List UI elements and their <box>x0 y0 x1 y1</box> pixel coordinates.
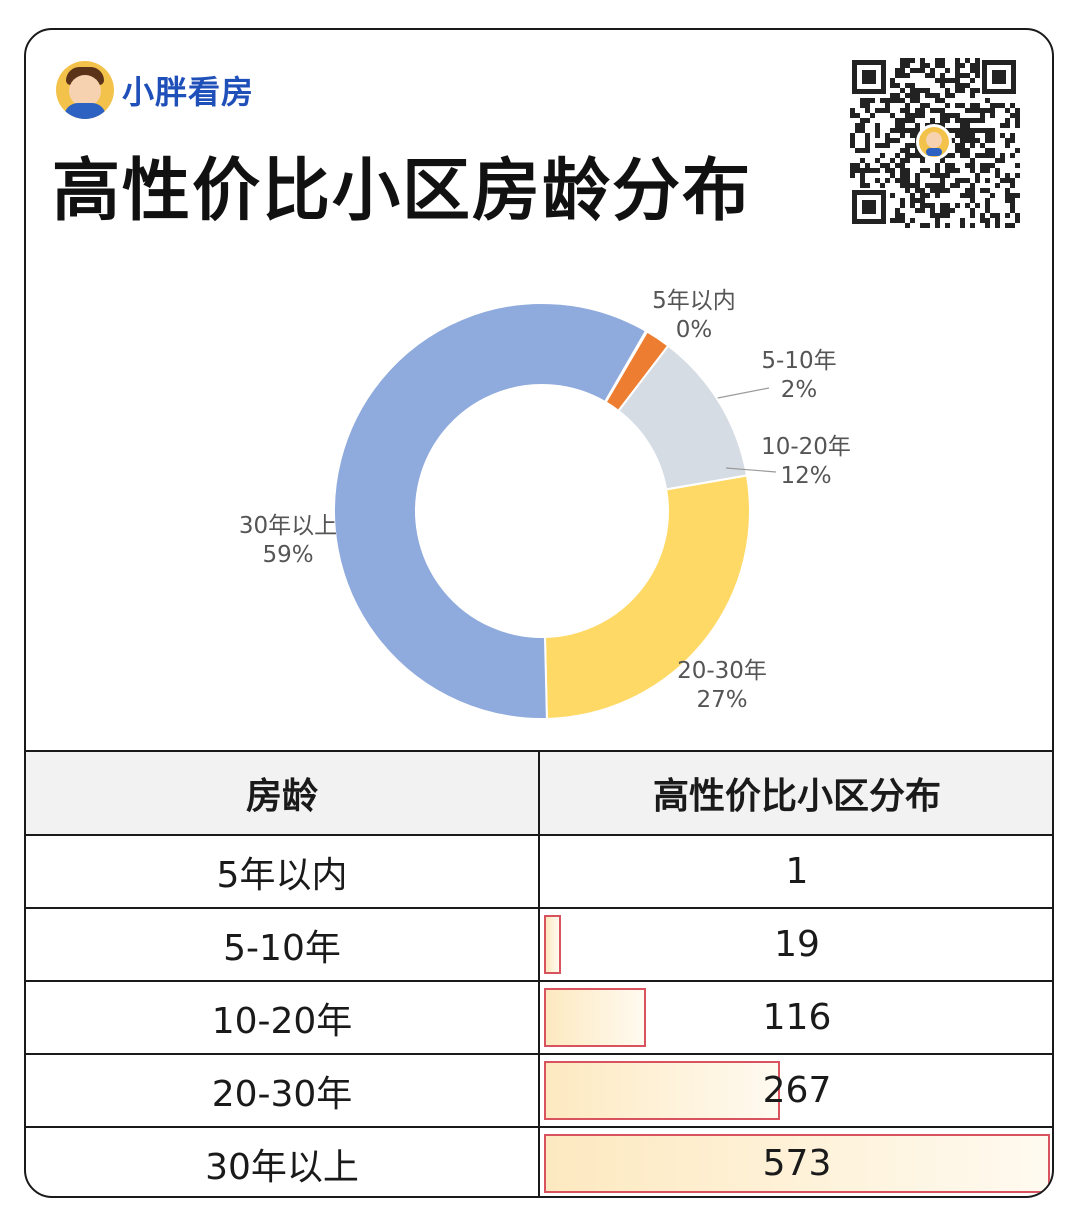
table-row: 30年以上 573 <box>26 1126 1052 1196</box>
table-row: 5-10年 19 <box>26 907 1052 980</box>
row-value: 116 <box>762 997 832 1038</box>
row-label: 10-20年 <box>26 982 540 1053</box>
row-label: 5-10年 <box>26 909 540 980</box>
data-bar <box>544 1061 780 1120</box>
row-value: 1 <box>785 851 809 892</box>
donut-slice <box>333 302 648 720</box>
row-value-cell: 267 <box>540 1055 1052 1126</box>
table-row: 20-30年 267 <box>26 1053 1052 1126</box>
donut-slice <box>543 474 752 720</box>
brand: 小胖看房 <box>56 60 254 120</box>
slice-percent-label: 0% <box>676 317 713 343</box>
slice-category-label: 5年以内 <box>652 288 736 314</box>
table-header-row: 房龄 高性价比小区分布 <box>26 750 1052 834</box>
data-bar <box>544 915 561 974</box>
row-value: 573 <box>762 1143 832 1184</box>
slice-percent-label: 59% <box>262 542 313 568</box>
slice-category-label: 30年以上 <box>239 513 337 539</box>
header-age: 房龄 <box>26 752 540 834</box>
row-value: 267 <box>762 1070 832 1111</box>
header-distribution: 高性价比小区分布 <box>652 776 941 817</box>
data-table: 房龄 高性价比小区分布 5年以内 1 5-10年 19 10-20年 116 20-30年 2… <box>26 750 1052 1196</box>
row-value-cell: 1 <box>540 836 1052 907</box>
row-value-cell: 573 <box>540 1128 1052 1196</box>
infographic-card: 小胖看房 高性价比小区房龄分布 5年以内 0% 5-10年 2% 10-20年 12% 20… <box>24 28 1054 1198</box>
row-label: 30年以上 <box>26 1128 540 1196</box>
qr-code-icon <box>848 56 1020 228</box>
row-value: 19 <box>774 924 820 965</box>
slice-category-label: 20-30年 <box>677 658 767 684</box>
slice-category-label: 10-20年 <box>761 434 851 460</box>
data-bar <box>544 1134 1050 1193</box>
slice-category-label: 5-10年 <box>761 348 836 374</box>
table-row: 10-20年 116 <box>26 980 1052 1053</box>
leader-line <box>725 467 777 473</box>
brand-name: 小胖看房 <box>122 73 255 111</box>
page-title: 高性价比小区房龄分布 <box>52 152 753 231</box>
row-value-cell: 19 <box>540 909 1052 980</box>
data-bar <box>544 988 647 1047</box>
slice-percent-label: 2% <box>781 377 818 403</box>
slice-percent-label: 12% <box>780 463 831 489</box>
row-value-cell: 116 <box>540 982 1052 1053</box>
donut-chart: 5年以内 0% 5-10年 2% 10-20年 12% 20-30年 27% 30年以上 59% <box>239 288 851 720</box>
avatar-icon <box>56 61 114 119</box>
row-label: 5年以内 <box>26 836 540 907</box>
slice-percent-label: 27% <box>696 687 747 713</box>
table-row: 5年以内 1 <box>26 834 1052 907</box>
row-label: 20-30年 <box>26 1055 540 1126</box>
